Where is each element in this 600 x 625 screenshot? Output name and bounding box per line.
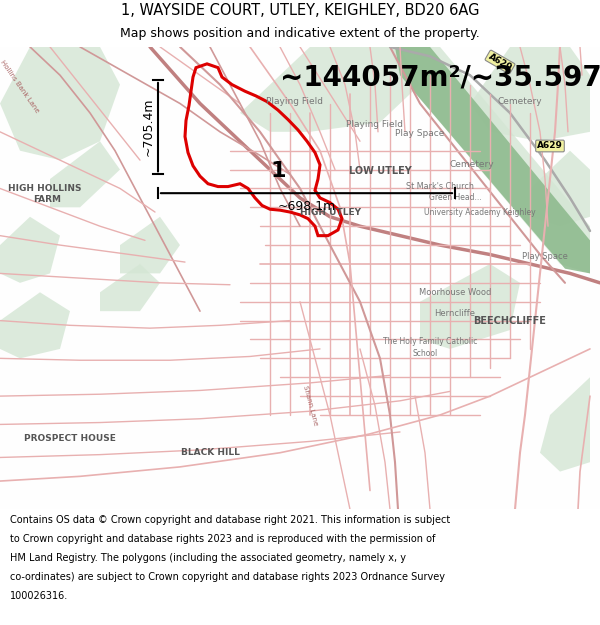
Text: 100026316.: 100026316. — [10, 591, 68, 601]
Text: Cemetery: Cemetery — [497, 97, 542, 106]
Text: Play Space: Play Space — [395, 129, 445, 138]
Text: Cemetery: Cemetery — [449, 161, 494, 169]
Text: Green Head...: Green Head... — [428, 193, 481, 202]
Text: to Crown copyright and database rights 2023 and is reproduced with the permissio: to Crown copyright and database rights 2… — [10, 534, 436, 544]
Text: BEECHCLIFFE: BEECHCLIFFE — [473, 316, 547, 326]
Text: Play Space: Play Space — [522, 252, 568, 261]
Text: 1, WAYSIDE COURT, UTLEY, KEIGHLEY, BD20 6AG: 1, WAYSIDE COURT, UTLEY, KEIGHLEY, BD20 … — [121, 2, 479, 18]
Text: Hollins Bank Lane: Hollins Bank Lane — [0, 59, 40, 114]
Text: ~144057m²/~35.597ac.: ~144057m²/~35.597ac. — [280, 63, 600, 91]
Polygon shape — [0, 47, 120, 160]
Text: School: School — [412, 349, 437, 358]
Polygon shape — [420, 264, 520, 349]
Polygon shape — [395, 47, 590, 273]
Polygon shape — [50, 141, 120, 208]
Text: Playing Field: Playing Field — [347, 120, 404, 129]
Text: BLACK HILL: BLACK HILL — [181, 448, 239, 458]
Text: FARM: FARM — [33, 195, 61, 204]
Polygon shape — [390, 47, 590, 273]
Text: Shann Lane: Shann Lane — [302, 385, 318, 426]
Text: A629: A629 — [537, 141, 563, 151]
Text: Contains OS data © Crown copyright and database right 2021. This information is : Contains OS data © Crown copyright and d… — [10, 515, 451, 525]
Polygon shape — [240, 47, 420, 132]
Text: Herncliffe: Herncliffe — [434, 309, 476, 318]
Polygon shape — [540, 378, 590, 472]
Polygon shape — [0, 217, 60, 283]
Polygon shape — [530, 151, 590, 226]
Text: ~698.1m: ~698.1m — [277, 200, 335, 213]
Text: HIGH UTLEY: HIGH UTLEY — [299, 208, 361, 216]
Polygon shape — [100, 264, 160, 311]
Text: HIGH HOLLINS: HIGH HOLLINS — [8, 184, 82, 193]
Text: ~705.4m: ~705.4m — [142, 98, 155, 156]
Text: LOW UTLEY: LOW UTLEY — [349, 166, 412, 176]
Text: Moorhouse Wood: Moorhouse Wood — [419, 288, 491, 297]
Text: The Holy Family Catholic: The Holy Family Catholic — [383, 337, 477, 346]
Text: Map shows position and indicative extent of the property.: Map shows position and indicative extent… — [120, 28, 480, 40]
Text: University Academy Keighley: University Academy Keighley — [424, 208, 536, 216]
Text: A629: A629 — [487, 52, 514, 72]
Polygon shape — [120, 217, 180, 273]
Polygon shape — [470, 47, 590, 141]
Text: 1: 1 — [270, 161, 286, 181]
Text: Playing Field: Playing Field — [266, 97, 323, 106]
Text: PROSPECT HOUSE: PROSPECT HOUSE — [24, 434, 116, 443]
Text: HM Land Registry. The polygons (including the associated geometry, namely x, y: HM Land Registry. The polygons (includin… — [10, 553, 406, 563]
Text: co-ordinates) are subject to Crown copyright and database rights 2023 Ordnance S: co-ordinates) are subject to Crown copyr… — [10, 572, 445, 582]
Polygon shape — [0, 292, 70, 358]
Text: St Mark's Church: St Mark's Church — [406, 182, 474, 191]
